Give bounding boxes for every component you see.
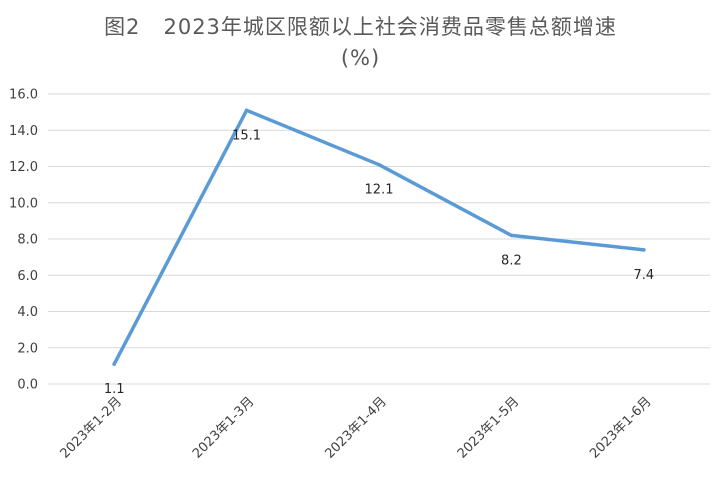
series-line xyxy=(112,108,646,366)
data-label: 15.1 xyxy=(232,128,261,143)
y-tick-label: 16.0 xyxy=(9,88,38,103)
x-axis-category-labels: 2023年1-2月 2023年1-3月 2023年1-4月 2023年1-5月 2023… xyxy=(58,394,655,461)
y-tick-label: 10.0 xyxy=(9,196,38,211)
data-label: 12.1 xyxy=(365,183,394,198)
data-labels: 1.1 15.1 12.1 8.2 7.4 xyxy=(104,128,654,397)
y-tick-label: 2.0 xyxy=(17,341,38,356)
y-tick-label: 14.0 xyxy=(9,124,38,139)
data-label: 8.2 xyxy=(501,253,522,268)
grid-lines xyxy=(48,93,710,385)
x-tick-label: 2023年1-4月 xyxy=(322,394,389,461)
x-tick-label: 2023年1-6月 xyxy=(587,394,654,461)
chart-title-text: 2023年城区限额以上社会消费品零售总额增速 xyxy=(163,15,617,39)
series-group xyxy=(112,108,646,366)
x-tick-label: 2023年1-3月 xyxy=(190,394,257,461)
y-axis-tick-labels: 0.0 2.0 4.0 6.0 8.0 10.0 12.0 14.0 16.0 xyxy=(9,88,38,393)
chart-title-prefix: 图2 xyxy=(104,15,141,39)
data-point xyxy=(244,108,249,113)
y-tick-label: 12.0 xyxy=(9,160,38,175)
chart-subtitle: (%) xyxy=(340,46,381,70)
y-tick-label: 6.0 xyxy=(17,269,38,284)
y-tick-label: 4.0 xyxy=(17,305,38,320)
data-label: 7.4 xyxy=(633,268,654,283)
x-tick-label: 2023年1-2月 xyxy=(58,394,125,461)
data-point xyxy=(377,162,381,167)
data-point xyxy=(509,233,514,238)
y-tick-label: 8.0 xyxy=(17,233,38,248)
data-label: 1.1 xyxy=(104,382,125,397)
x-tick-label: 2023年1-5月 xyxy=(455,394,522,461)
data-point xyxy=(112,362,116,366)
y-tick-label: 0.0 xyxy=(17,378,38,393)
data-point xyxy=(642,248,646,252)
chart-title: 图2 2023年城区限额以上社会消费品零售总额增速 (%) xyxy=(0,12,721,74)
